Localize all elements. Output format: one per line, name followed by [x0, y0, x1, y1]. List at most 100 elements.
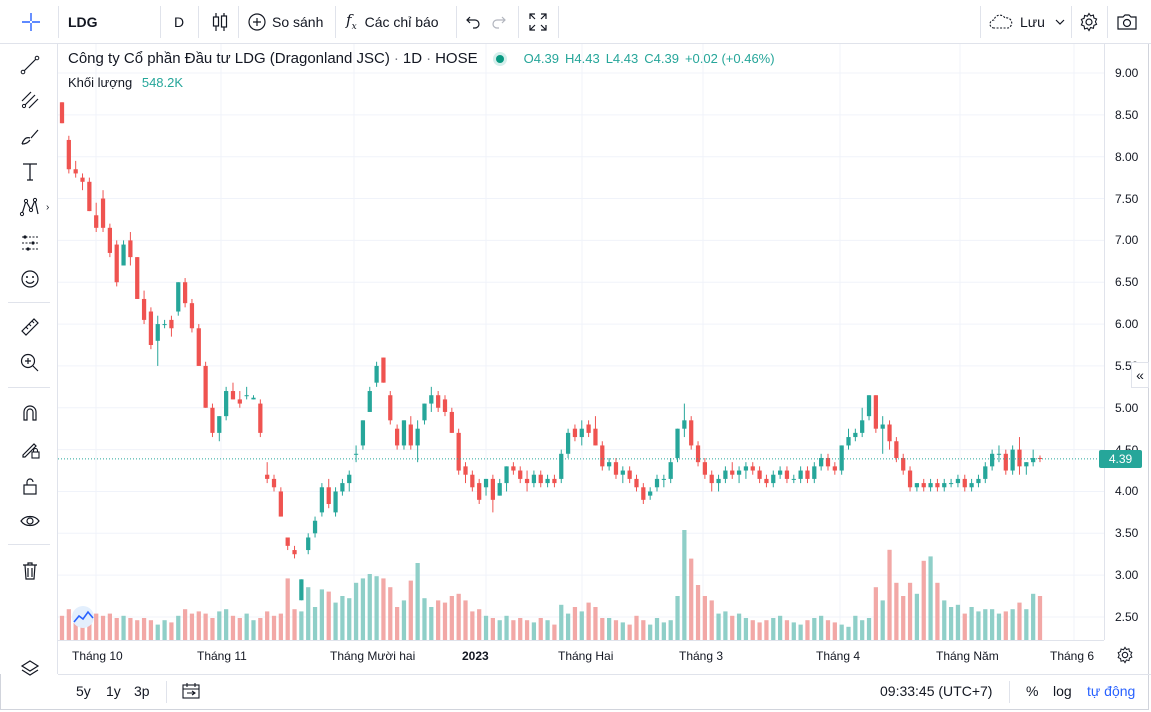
symbol-search-button[interactable]: LDG — [68, 13, 98, 30]
candle-body — [442, 399, 448, 412]
candle-body — [928, 483, 933, 488]
pattern-icon[interactable] — [17, 194, 43, 220]
volume-bar — [1024, 609, 1029, 640]
last-price-label: 4.39 — [1099, 449, 1142, 468]
candle-body — [59, 102, 65, 124]
chart-legend: Công ty Cổ phần Đầu tư LDG (Dragonland J… — [68, 50, 775, 67]
volume-bar — [128, 618, 133, 640]
volume-bar — [265, 611, 270, 640]
candle-body — [367, 391, 372, 412]
ruler-icon[interactable] — [17, 314, 43, 340]
eye-icon[interactable] — [17, 508, 43, 534]
prediction-icon[interactable] — [17, 230, 43, 256]
time-axis[interactable]: Tháng 10 Tháng 11 Tháng Mười hai 2023 Tháng … — [58, 640, 1104, 670]
volume-bar — [237, 618, 242, 640]
range-5y-button[interactable]: 5y — [76, 683, 91, 699]
date-range-icon[interactable] — [182, 683, 200, 704]
indicators-button[interactable]: fx Các chỉ báo — [346, 0, 439, 43]
candle-body — [347, 474, 352, 484]
volume-bar — [73, 611, 78, 640]
auto-scale-toggle[interactable]: tự động — [1087, 683, 1136, 699]
range-3p-button[interactable]: 3p — [134, 683, 150, 699]
volume-bar — [757, 622, 762, 640]
candle-body — [750, 466, 755, 471]
candle-body — [613, 462, 619, 475]
smiley-icon[interactable] — [17, 266, 43, 292]
gear-icon[interactable] — [1077, 0, 1101, 43]
chevron-down-icon — [1055, 19, 1065, 25]
candle-body — [702, 462, 708, 475]
text-icon[interactable] — [17, 159, 43, 185]
candle-body — [907, 470, 913, 488]
candles-icon[interactable] — [208, 0, 232, 43]
range-1y-button[interactable]: 1y — [106, 683, 121, 699]
candle-body — [524, 478, 530, 484]
price-axis[interactable]: 9.008.508.007.507.006.506.005.505.004.50… — [1104, 44, 1151, 640]
fx-icon: fx — [346, 11, 357, 32]
time-tick-label: Tháng 3 — [679, 649, 724, 663]
volume-bar — [196, 611, 201, 640]
camera-icon[interactable] — [1114, 0, 1140, 43]
candle-body — [866, 395, 872, 417]
volume-bar — [634, 615, 639, 640]
lock-drawings-icon[interactable] — [17, 436, 43, 462]
candle-body — [169, 319, 174, 329]
candle-body — [265, 474, 270, 479]
redo-icon[interactable] — [490, 0, 508, 43]
candle-body — [996, 453, 1002, 455]
volume-bar — [668, 620, 673, 640]
volume-bar — [285, 578, 290, 640]
candle-body — [196, 328, 201, 366]
candle-body — [839, 445, 844, 471]
volume-bar — [675, 596, 680, 640]
time-tick-label: 2023 — [462, 649, 489, 663]
volume-bar — [771, 618, 776, 640]
layers-icon[interactable] — [17, 656, 43, 682]
volume-bar — [456, 593, 461, 640]
volume-bar — [340, 596, 345, 640]
candle-body — [935, 483, 940, 488]
time-tick-label: Tháng Hai — [558, 649, 614, 663]
volume-bar — [928, 556, 933, 640]
pitchfork-icon[interactable] — [17, 87, 43, 113]
volume-bar — [449, 596, 454, 640]
volume-bar — [306, 587, 311, 640]
trash-icon[interactable] — [17, 558, 43, 584]
interval-button[interactable]: D — [174, 13, 185, 30]
candle-body — [976, 478, 981, 484]
candle-body — [791, 478, 796, 480]
crosshair-icon[interactable] — [16, 0, 46, 43]
compare-button[interactable]: So sánh — [248, 0, 323, 43]
candle-body — [449, 411, 454, 433]
candle-body — [73, 169, 78, 174]
lock-icon[interactable] — [17, 473, 43, 499]
magnet-icon[interactable] — [17, 400, 43, 426]
volume-bar — [887, 549, 892, 640]
undo-icon[interactable] — [464, 0, 482, 43]
cloud-icon — [988, 14, 1014, 30]
expand-arrow-icon[interactable]: › — [46, 202, 50, 213]
volume-label[interactable]: Khối lượng — [68, 75, 133, 90]
volume-bar — [497, 620, 502, 640]
zoom-in-icon[interactable] — [17, 350, 43, 376]
log-toggle[interactable]: log — [1053, 683, 1072, 699]
axis-settings-gear-icon[interactable] — [1116, 646, 1134, 669]
price-tick-label: 3.50 — [1115, 526, 1139, 541]
volume-bar — [921, 560, 926, 640]
percent-toggle[interactable]: % — [1026, 683, 1039, 699]
candle-body — [203, 365, 208, 408]
save-button[interactable]: Lưu — [988, 0, 1065, 43]
price-tick-label: 9.00 — [1115, 66, 1139, 80]
volume-bar — [572, 607, 578, 640]
candle-body — [1024, 462, 1029, 467]
brush-icon[interactable] — [17, 124, 43, 150]
volume-bar — [155, 624, 160, 640]
volume-bar — [942, 600, 947, 640]
clock-timezone[interactable]: 09:33:45 (UTC+7) — [880, 683, 993, 699]
price-chart[interactable] — [58, 44, 1104, 640]
volume-bar — [695, 585, 701, 640]
fullscreen-icon[interactable] — [527, 0, 549, 43]
collapse-panel-icon[interactable]: « — [1131, 362, 1149, 388]
legend-title[interactable]: Công ty Cổ phần Đầu tư LDG (Dragonland J… — [68, 50, 390, 67]
trend-line-icon[interactable] — [17, 52, 43, 78]
